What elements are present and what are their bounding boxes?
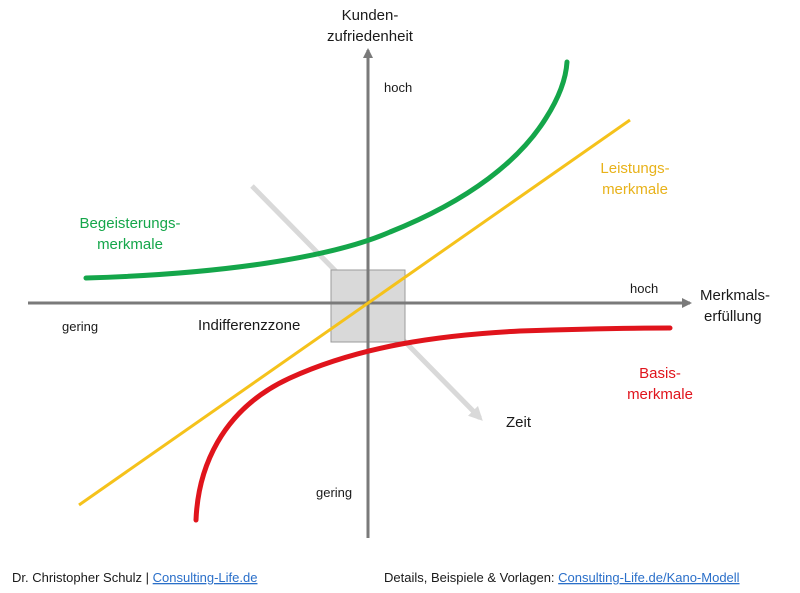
footer-author-link[interactable]: Consulting-Life.de (153, 570, 258, 585)
excitement-label-line2: merkmale (97, 236, 163, 253)
footer-details-link[interactable]: Consulting-Life.de/Kano-Modell (558, 570, 739, 585)
footer-details-text: Details, Beispiele & Vorlagen: (384, 570, 555, 585)
footer-details: Details, Beispiele & Vorlagen: Consultin… (384, 570, 740, 585)
excitement-label-line1: Begeisterungs- (80, 215, 181, 232)
y-axis-high-label: hoch (384, 80, 412, 95)
performance-curve (78, 118, 631, 507)
basic-label-line1: Basis- (639, 365, 681, 382)
footer-author: Dr. Christopher Schulz | Consulting-Life… (12, 570, 257, 585)
footer-author-text: Dr. Christopher Schulz | (12, 570, 149, 585)
excitement-curve (83, 59, 570, 281)
performance-label-line1: Leistungs- (600, 160, 669, 177)
basic-curve (193, 325, 673, 523)
y-axis-low-label: gering (316, 485, 352, 500)
y-axis-title-line1: Kunden- (342, 7, 399, 24)
x-axis-title-line2: erfüllung (704, 308, 762, 325)
performance-label-line2: merkmale (602, 181, 668, 198)
y-axis-title-line2: zufriedenheit (327, 28, 414, 45)
x-axis-title-line1: Merkmals- (700, 287, 770, 304)
time-label: Zeit (506, 414, 532, 431)
indifference-zone-label: Indifferenzzone (198, 317, 300, 334)
x-axis-high-label: hoch (630, 281, 658, 296)
basic-label-line2: merkmale (627, 386, 693, 403)
x-axis-low-label: gering (62, 319, 98, 334)
